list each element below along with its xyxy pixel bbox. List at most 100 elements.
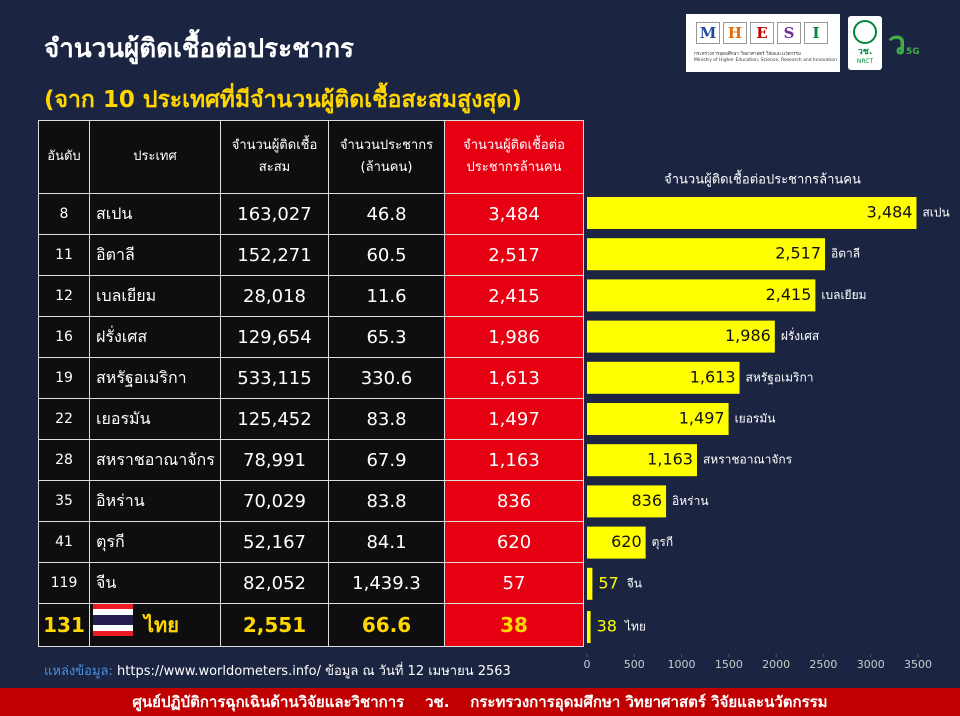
table-cell: 46.8 [328,193,445,235]
column-header: จำนวนผู้ติดเชื้อต่อประชากรล้านคน [444,120,584,194]
bar [587,320,775,353]
category-label: สหราชอาณาจักร [703,453,793,467]
bar [587,444,697,477]
logo-letter: S [777,22,801,44]
table-cell: 3,484 [444,193,584,235]
table-row: 19 สหรัฐอเมริกา 533,115 330.6 1,613 [38,357,584,399]
table-cell: 82,052 [220,562,329,604]
category-label: สหรัฐอเมริกา [746,370,814,384]
table-cell: สหราชอาณาจักร [89,439,221,481]
bar-chart: จำนวนผู้ติดเชื้อต่อประชากรล้านคน 0 500 1000… [584,170,950,672]
value-label: 836 [632,491,663,510]
value-label: 57 [598,573,618,592]
table-cell: 66.6 [328,603,445,647]
table-cell: 8 [38,193,90,235]
table-cell: 330.6 [328,357,445,399]
table-cell: เยอรมัน [89,398,221,440]
table-row: 131 ไทย 2,551 66.6 38 [38,603,584,647]
category-label: เยอรมัน [735,412,776,426]
x-tick-label: 3000 [857,658,885,671]
table-cell: 28,018 [220,275,329,317]
bar [587,611,591,643]
thai-flag [93,604,133,636]
table-cell: 67.9 [328,439,445,481]
table-cell: 119 [38,562,90,604]
column-header: อันดับ [38,120,90,194]
table-cell: 84.1 [328,521,445,563]
value-label: 1,497 [679,409,725,428]
source-label: แหล่งข้อมูล: [44,664,113,679]
table-cell: 52,167 [220,521,329,563]
table-row: 11 อิตาลี 152,271 60.5 2,517 [38,234,584,276]
nrct-logo: วช. NRCT [848,16,882,70]
x-tick-label: 3500 [904,658,932,671]
table-cell: 65.3 [328,316,445,358]
table-cell: 28 [38,439,90,481]
category-label: ฝรั่งเศส [781,327,820,343]
table-cell: สหรัฐอเมริกา [89,357,221,399]
x-tick-label: 500 [624,658,645,671]
bar [587,238,826,271]
table-row: 22 เยอรมัน 125,452 83.8 1,497 [38,398,584,440]
bar [587,485,667,518]
table-cell: 1,439.3 [328,562,445,604]
x-tick-label: 0 [584,658,591,671]
table-cell: 83.8 [328,480,445,522]
table-cell: 620 [444,521,584,563]
table-cell: จีน [89,562,221,604]
bar [587,279,816,312]
title: จำนวนผู้ติดเชื้อต่อประชากร [44,34,355,64]
category-label: สเปน [922,206,949,220]
table-cell: ฝรั่งเศส [89,316,221,358]
table-cell: 41 [38,521,90,563]
table-row: 28 สหราชอาณาจักร 78,991 67.9 1,163 [38,439,584,481]
x-tick-label: 1500 [715,658,743,671]
category-label: อิตาลี [831,247,860,261]
source-text: https://www.worldometers.info/ ข้อมูล ณ … [117,664,511,679]
table-cell: สเปน [89,193,221,235]
category-label: เบลเยียม [821,288,866,302]
table-cell: อิหร่าน [89,480,221,522]
value-label: 1,163 [647,450,693,469]
x-tick-label: 2500 [809,658,837,671]
table-cell: ตุรกี [89,521,221,563]
table-cell: 129,654 [220,316,329,358]
chart-title: จำนวนผู้ติดเชื้อต่อประชากรล้านคน [664,170,861,188]
table-cell: 38 [444,603,584,647]
logo-letter: H [723,22,747,44]
table-cell: 83.8 [328,398,445,440]
bar [587,526,646,559]
category-label: ตุรกี [652,535,674,550]
bar [587,567,593,600]
table-cell: 35 [38,480,90,522]
logo-text: NRCT [856,58,874,65]
category-label: ไทย [624,620,646,634]
table-cell: 152,271 [220,234,329,276]
value-label: 1,986 [725,326,771,345]
column-header: ประเทศ [89,120,221,194]
bar [587,403,729,435]
table-cell: 1,497 [444,398,584,440]
table-cell: 2,415 [444,275,584,317]
logo-letter: E [750,22,774,44]
table-row: 119 จีน 82,052 1,439.3 57 [38,562,584,604]
logo-text: Ministry of Higher Education, Science, R… [694,58,837,63]
table-cell: 2,551 [220,603,329,647]
table-cell: 16 [38,316,90,358]
column-header: จำนวนผู้ติดเชื้อสะสม [220,120,329,194]
logo-letter: I [804,22,828,44]
logo-5g: ว5G [888,24,920,62]
value-label: 38 [597,617,617,636]
logo-letter: M [696,22,720,44]
table-cell: 2,517 [444,234,584,276]
value-label: 620 [611,532,642,551]
table-cell: 1,986 [444,316,584,358]
table-cell: อิตาลี [89,234,221,276]
source: แหล่งข้อมูล: https://www.worldometers.in… [44,660,511,681]
x-tick-label: 1000 [668,658,696,671]
table-row: 35 อิหร่าน 70,029 83.8 836 [38,480,584,522]
table-cell: 11 [38,234,90,276]
table-row: 16 ฝรั่งเศส 129,654 65.3 1,986 [38,316,584,358]
table-cell: 131 [38,603,90,647]
